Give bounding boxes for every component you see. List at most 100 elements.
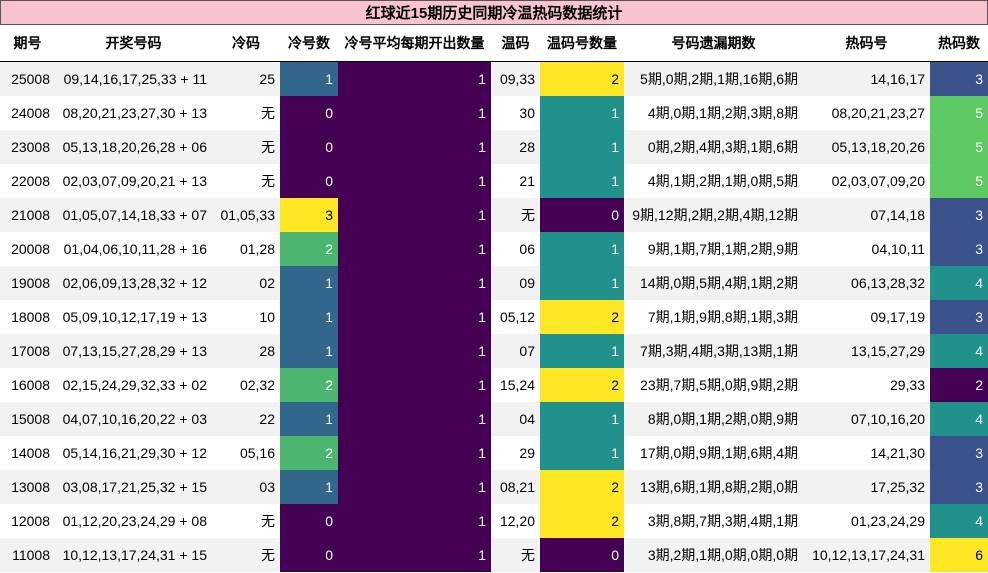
colored-cell: 0 — [280, 164, 338, 198]
table-cell: 29,33 — [889, 377, 925, 393]
table-cell: 07,14,18 — [803, 198, 930, 232]
colored-cell: 1 — [338, 61, 491, 96]
table-cell: 14,21,30 — [870, 445, 926, 461]
table-cell: 无 — [491, 198, 540, 232]
table-cell: 13,15,27,29 — [803, 334, 930, 368]
table-cell: 02,03,07,09,20,21 + 13 — [62, 173, 207, 189]
table-cell: 01,04,06,10,11,28 + 16 — [63, 241, 207, 257]
table-cell: 03 — [212, 470, 280, 504]
colored-cell: 2 — [280, 232, 338, 266]
colored-cell: 1 — [540, 436, 624, 470]
table-cell: 3期,2期,1期,0期,0期,0期 — [624, 538, 803, 572]
table-cell: 01,05,07,14,18,33 + 07 — [55, 198, 212, 232]
colored-cell: 2 — [280, 368, 338, 402]
colored-cell: 1 — [280, 402, 338, 436]
table-cell: 05,13,18,20,26,28 + 06 — [55, 130, 212, 164]
table-row: 20008 01,04,06,10,11,28 + 16 01,28 2 1 06 1 9期,… — [0, 232, 988, 266]
table-cell: 05,09,10,12,17,19 + 13 — [62, 309, 207, 325]
colored-cell: 3 — [930, 300, 988, 334]
table-cell: 02 — [212, 266, 280, 300]
table-cell: 16008 — [11, 377, 50, 393]
table-cell: 08,20,21,23,27 — [831, 105, 925, 121]
table-cell: 9期,12期,2期,2期,4期,12期 — [624, 198, 803, 232]
table-cell: 22008 — [11, 173, 50, 189]
table-cell: 08,20,21,23,27,30 + 13 — [62, 105, 207, 121]
colored-cell: 3 — [930, 198, 988, 232]
colored-cell: 1 — [338, 368, 491, 402]
table-cell: 15,24 — [499, 377, 535, 393]
colored-cell: 1 — [280, 470, 338, 504]
table-cell: 4期,1期,2期,1期,0期,5期 — [647, 173, 798, 189]
colored-cell: 6 — [930, 538, 988, 572]
table-cell: 07 — [491, 334, 540, 368]
colored-cell: 1 — [338, 504, 491, 538]
table-cell: 25 — [212, 61, 280, 96]
table-cell: 28 — [491, 130, 540, 164]
table-row: 24008 08,20,21,23,27,30 + 13 无 0 1 30 1 4期,0期,1… — [0, 96, 988, 130]
colored-cell: 0 — [280, 130, 338, 164]
table-cell: 28 — [212, 334, 280, 368]
table-cell: 12008 — [11, 513, 50, 529]
colored-cell: 2 — [280, 436, 338, 470]
table-cell: 7期,3期,4期,3期,13期,1期 — [624, 334, 803, 368]
table-row: 21008 01,05,07,14,18,33 + 07 01,05,33 3 1 无 0 9… — [0, 198, 988, 232]
table-cell: 17期,0期,9期,1期,6期,4期 — [640, 445, 798, 461]
table-cell: 23008 — [0, 130, 55, 164]
table-cell: 21008 — [0, 198, 55, 232]
table-cell: 04,07,10,16,20,22 + 03 — [55, 402, 212, 436]
table-cell: 02,03,07,09,20 — [831, 173, 925, 189]
colored-cell: 1 — [338, 300, 491, 334]
table-cell: 06,13,28,32 — [803, 266, 930, 300]
stats-table: 期号 开奖号码 冷码 冷号数 冷号平均每期开出数量 温码 温码号数量 号码遗漏期数 热码号 热码数… — [0, 25, 988, 572]
table-row: 18008 05,09,10,12,17,19 + 13 10 1 1 05,12 2 7期,… — [0, 300, 988, 334]
table-cell: 7期,1期,9期,8期,1期,3期 — [647, 309, 798, 325]
colored-cell: 1 — [540, 164, 624, 198]
table-cell: 17,25,32 — [803, 470, 930, 504]
colored-cell: 2 — [540, 61, 624, 96]
table-row: 12008 01,12,20,23,24,29 + 08 无 0 1 12,20 2 3期,8… — [0, 504, 988, 538]
table-cell: 02,32 — [239, 377, 275, 393]
table-cell: 30 — [519, 105, 535, 121]
colored-cell: 0 — [540, 198, 624, 232]
table-cell: 09 — [491, 266, 540, 300]
header-row: 期号 开奖号码 冷码 冷号数 冷号平均每期开出数量 温码 温码号数量 号码遗漏期数 热码号 热码数 — [0, 25, 988, 62]
colored-cell: 0 — [540, 538, 624, 572]
table-row: 19008 02,06,09,13,28,32 + 12 02 1 1 09 1 14期,0期… — [0, 266, 988, 300]
colored-cell: 2 — [540, 470, 624, 504]
table-cell: 05,16 — [239, 445, 275, 461]
table-cell: 23期,7期,5期,0期,9期,2期 — [640, 377, 798, 393]
colored-cell: 1 — [338, 130, 491, 164]
table-cell: 9期,1期,7期,1期,2期,9期 — [647, 241, 798, 257]
table-row: 23008 05,13,18,20,26,28 + 06 无 0 1 28 1 0期,2期,4… — [0, 130, 988, 164]
colored-cell: 4 — [930, 334, 988, 368]
table-cell: 02,06,09,13,28,32 + 12 — [55, 266, 212, 300]
column-header: 号码遗漏期数 — [624, 25, 803, 62]
colored-cell: 1 — [338, 198, 491, 232]
table-cell: 05,14,16,21,29,30 + 12 — [62, 445, 207, 461]
table-cell: 8期,0期,1期,2期,0期,9期 — [624, 402, 803, 436]
table-row: 11008 10,12,13,17,24,31 + 15 无 0 1 无 0 3期,2期,1期… — [0, 538, 988, 572]
table-cell: 25008 — [0, 61, 55, 96]
colored-cell: 1 — [338, 266, 491, 300]
colored-cell: 1 — [338, 96, 491, 130]
table-cell: 0期,2期,4期,3期,1期,6期 — [624, 130, 803, 164]
table-cell: 10,12,13,17,24,31 — [803, 538, 930, 572]
table-cell: 01,12,20,23,24,29 + 08 — [62, 513, 207, 529]
colored-cell: 1 — [280, 61, 338, 96]
colored-cell: 3 — [930, 61, 988, 96]
table-cell: 09,33 — [491, 61, 540, 96]
colored-cell: 4 — [930, 504, 988, 538]
table-cell: 无 — [261, 513, 275, 529]
table-row: 15008 04,07,10,16,20,22 + 03 22 1 1 04 1 8期,0期,… — [0, 402, 988, 436]
table-cell: 02,15,24,29,32,33 + 02 — [62, 377, 207, 393]
colored-cell: 1 — [540, 96, 624, 130]
colored-cell: 1 — [540, 334, 624, 368]
table-cell: 07,13,15,27,28,29 + 13 — [55, 334, 212, 368]
colored-cell: 1 — [338, 402, 491, 436]
colored-cell: 1 — [338, 164, 491, 198]
colored-cell: 1 — [280, 334, 338, 368]
table-cell: 29 — [519, 445, 535, 461]
table-cell: 无 — [212, 130, 280, 164]
colored-cell: 3 — [930, 436, 988, 470]
colored-cell: 2 — [930, 368, 988, 402]
